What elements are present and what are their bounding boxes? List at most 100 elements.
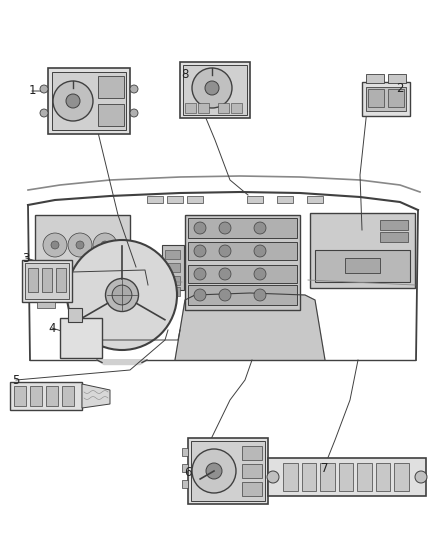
Circle shape [219,289,231,301]
Circle shape [194,289,206,301]
Text: 3: 3 [22,252,30,264]
Bar [188,242,297,260]
Circle shape [219,222,231,234]
Circle shape [219,268,231,280]
Circle shape [192,68,232,108]
Bar [188,265,297,283]
Bar [182,448,188,456]
Circle shape [194,268,206,280]
Bar [25,263,69,299]
Bar [42,268,52,292]
Bar [376,463,390,491]
Bar [165,287,180,296]
Circle shape [40,109,48,117]
Circle shape [93,233,117,257]
Text: 6: 6 [184,465,192,479]
Circle shape [51,241,59,249]
Circle shape [40,85,48,93]
Bar [22,260,72,302]
Bar [302,463,316,491]
Circle shape [194,245,206,257]
Text: 4: 4 [48,321,56,335]
Polygon shape [175,293,325,360]
Bar [188,218,297,238]
Bar [162,245,184,290]
Bar [380,232,408,242]
Bar [242,482,262,496]
Circle shape [76,241,84,249]
Bar [242,446,262,460]
Polygon shape [97,360,147,365]
Bar [68,308,82,322]
Bar [188,438,268,504]
Bar [315,250,410,282]
Circle shape [106,279,138,311]
Bar [345,258,380,273]
Circle shape [101,241,109,249]
Bar [28,268,38,292]
Circle shape [68,233,92,257]
Bar [198,103,209,113]
Bar [395,463,409,491]
Bar [98,76,124,98]
Bar [14,386,26,406]
Bar [165,263,180,272]
Bar [339,463,353,491]
Circle shape [254,222,266,234]
Circle shape [112,285,132,305]
Circle shape [66,94,80,108]
Bar [182,464,188,472]
Bar [380,220,408,230]
Circle shape [254,245,266,257]
Circle shape [43,233,67,257]
Bar [218,103,229,113]
Bar [46,386,58,406]
Bar [185,103,196,113]
Bar [388,89,404,107]
Text: 8: 8 [181,69,189,82]
Text: 2: 2 [396,82,404,94]
Bar [188,285,297,305]
Bar [191,441,265,501]
Bar [167,196,183,203]
Text: 7: 7 [321,462,329,474]
Bar [362,82,410,116]
Bar [368,89,384,107]
Circle shape [53,81,93,121]
Bar [35,215,130,275]
Circle shape [130,85,138,93]
Bar [182,480,188,488]
Bar [247,196,263,203]
Circle shape [254,268,266,280]
Bar [165,250,180,259]
Bar [357,463,372,491]
Circle shape [206,463,222,479]
Text: 5: 5 [12,374,20,386]
Bar [165,276,180,285]
Bar [60,318,102,358]
Bar [56,268,66,292]
Bar [283,463,297,491]
Bar [30,386,42,406]
Bar [388,74,406,83]
Bar [98,104,124,126]
Circle shape [192,449,236,493]
Circle shape [67,240,177,350]
Bar [147,196,163,203]
Bar [52,72,126,130]
Bar [10,382,82,410]
Circle shape [219,245,231,257]
Circle shape [415,471,427,483]
Bar [366,74,384,83]
Bar [320,463,335,491]
Bar [185,215,300,310]
Bar [268,458,426,496]
Circle shape [194,222,206,234]
Circle shape [267,471,279,483]
Bar [180,62,250,118]
Bar [48,68,130,134]
Bar [62,386,74,406]
Circle shape [254,289,266,301]
Bar [307,196,323,203]
Polygon shape [82,384,110,408]
